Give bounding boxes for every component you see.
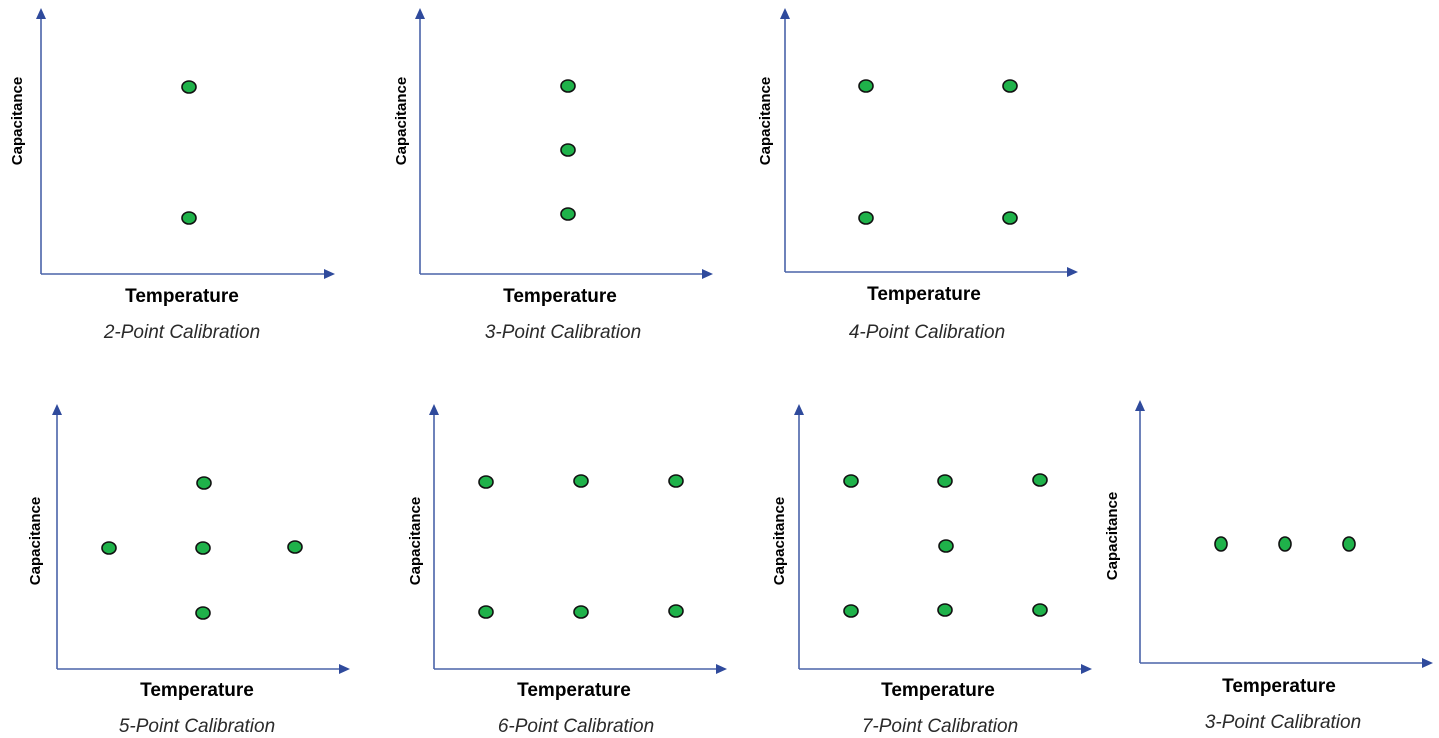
- calibration-point: [196, 476, 212, 490]
- panel-caption: 4-Point Calibration: [849, 322, 1005, 343]
- calibration-point: [1032, 473, 1048, 487]
- y-axis-arrow: [429, 404, 439, 415]
- calibration-point: [1214, 536, 1228, 552]
- panel-caption: 6-Point Calibration: [498, 716, 654, 737]
- x-axis-arrow: [702, 269, 713, 279]
- x-axis-label: Temperature: [867, 284, 981, 305]
- y-axis-label: Capacitance: [9, 77, 26, 165]
- calibration-point: [1002, 79, 1018, 93]
- calibration-point: [573, 474, 589, 488]
- x-axis-arrow: [1422, 658, 1433, 668]
- calibration-point: [668, 604, 684, 618]
- x-axis-arrow: [716, 664, 727, 674]
- panel-caption: 3-Point Calibration: [485, 322, 641, 343]
- panel-caption: 3-Point Calibration: [1205, 712, 1361, 733]
- calibration-point: [843, 474, 859, 488]
- x-axis-arrow: [1081, 664, 1092, 674]
- y-axis-label: Capacitance: [407, 497, 424, 585]
- x-axis-label: Temperature: [125, 286, 239, 307]
- calibration-point: [287, 540, 303, 554]
- x-axis-label: Temperature: [517, 680, 631, 701]
- y-axis-label: Capacitance: [27, 497, 44, 585]
- panel-5-point: Capacitance Temperature 5-Point Calibrat…: [27, 404, 350, 737]
- calibration-point: [1032, 603, 1048, 617]
- y-axis-arrow: [36, 8, 46, 19]
- calibration-point: [181, 80, 197, 94]
- calibration-point: [181, 211, 197, 225]
- y-axis-label: Capacitance: [393, 77, 410, 165]
- panel-caption: 5-Point Calibration: [119, 716, 275, 737]
- x-axis-arrow: [324, 269, 335, 279]
- calibration-point: [938, 539, 954, 553]
- calibration-point: [843, 604, 859, 618]
- panel-2-point: Capacitance Temperature 2-Point Calibrat…: [9, 8, 335, 343]
- x-axis-label: Temperature: [881, 680, 995, 701]
- calibration-point: [478, 605, 494, 619]
- y-axis-label: Capacitance: [1104, 492, 1121, 580]
- panel-4-point: Capacitance Temperature 4-Point Calibrat…: [757, 8, 1078, 343]
- x-axis-label: Temperature: [1222, 676, 1336, 697]
- calibration-point: [1342, 536, 1356, 552]
- x-axis-label: Temperature: [503, 286, 617, 307]
- calibration-point: [858, 79, 874, 93]
- panel-7-point: Capacitance Temperature 7-Point Calibrat…: [771, 404, 1092, 737]
- x-axis-arrow: [1067, 267, 1078, 277]
- calibration-point: [937, 603, 953, 617]
- calibration-point: [195, 541, 211, 555]
- y-axis-arrow: [1135, 400, 1145, 411]
- calibration-point: [1278, 536, 1292, 552]
- y-axis-arrow: [780, 8, 790, 19]
- panel-3-point-horizontal: Capacitance Temperature 3-Point Calibrat…: [1104, 400, 1433, 733]
- y-axis-arrow: [794, 404, 804, 415]
- calibration-point: [478, 475, 494, 489]
- y-axis-label: Capacitance: [757, 77, 774, 165]
- y-axis-label: Capacitance: [771, 497, 788, 585]
- x-axis-label: Temperature: [140, 680, 254, 701]
- x-axis-arrow: [339, 664, 350, 674]
- panel-caption: 2-Point Calibration: [103, 322, 260, 343]
- calibration-point: [1002, 211, 1018, 225]
- panel-6-point: Capacitance Temperature 6-Point Calibrat…: [407, 404, 727, 737]
- panel-3-point-vertical: Capacitance Temperature 3-Point Calibrat…: [393, 8, 713, 343]
- calibration-point: [858, 211, 874, 225]
- calibration-point: [573, 605, 589, 619]
- y-axis-arrow: [52, 404, 62, 415]
- calibration-point: [560, 143, 576, 157]
- calibration-point: [937, 474, 953, 488]
- panel-caption: 7-Point Calibration: [862, 716, 1018, 737]
- y-axis-arrow: [415, 8, 425, 19]
- calibration-point: [560, 79, 576, 93]
- calibration-point: [560, 207, 576, 221]
- calibration-point: [195, 606, 211, 620]
- calibration-point: [668, 474, 684, 488]
- calibration-point: [101, 541, 117, 555]
